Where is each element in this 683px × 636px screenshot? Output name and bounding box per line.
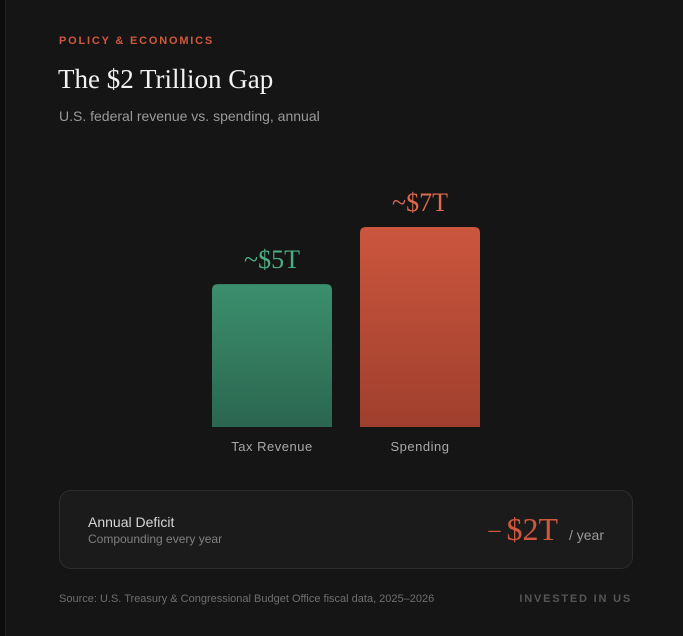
deficit-minus-sign: – bbox=[488, 517, 501, 543]
bar-spending bbox=[360, 227, 480, 427]
chart-title: The $2 Trillion Gap bbox=[58, 64, 274, 94]
deficit-subtitle: Compounding every year bbox=[88, 532, 223, 546]
card: POLICY & ECONOMICS The $2 Trillion Gap U… bbox=[5, 0, 683, 636]
deficit-unit: / year bbox=[568, 527, 604, 543]
deficit-summary: Annual Deficit Compounding every year – $… bbox=[59, 490, 633, 569]
source-note: Source: U.S. Treasury & Congressional Bu… bbox=[59, 593, 435, 605]
deficit-value: – $2T bbox=[488, 511, 558, 548]
bar-value-label: ~$7T bbox=[392, 188, 448, 217]
deficit-title: Annual Deficit bbox=[88, 514, 175, 530]
deficit-amount: $2T bbox=[506, 511, 558, 547]
bar-tax-revenue bbox=[212, 284, 332, 427]
brand-mark: INVESTED IN US bbox=[519, 593, 632, 605]
category-eyebrow: POLICY & ECONOMICS bbox=[59, 35, 215, 47]
category-label: Spending bbox=[391, 439, 450, 454]
bar-chart: ~$5T Tax Revenue ~$7T Spending bbox=[212, 188, 480, 454]
bar-value-label: ~$5T bbox=[244, 245, 300, 274]
chart-subtitle: U.S. federal revenue vs. spending, annua… bbox=[59, 108, 320, 124]
category-label: Tax Revenue bbox=[231, 439, 312, 454]
